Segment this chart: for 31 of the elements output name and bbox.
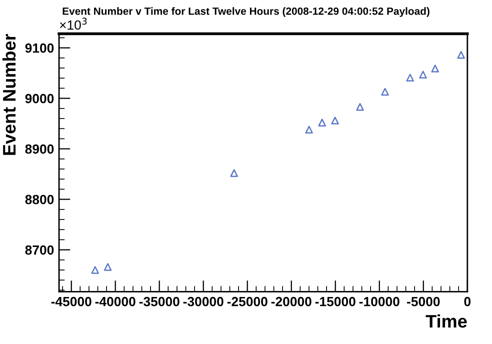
point [230,169,238,177]
point [305,126,313,134]
y-tick-label: 8700 [25,245,54,255]
x-tick-label: -20000 [271,296,312,306]
x-tick-label: -10000 [359,296,400,306]
y-tick-label: 9100 [25,43,54,53]
x-tick-label: -25000 [227,296,268,306]
x-tick-label: -30000 [183,296,224,306]
x-tick-label: -15000 [315,296,356,306]
x-tick-label: -40000 [95,296,136,306]
y-tick-label: 9000 [25,94,54,104]
text: ×10$^{3}$ [60,18,87,30]
y-tick-label: 8800 [25,194,54,204]
chart-title: Event Number v Time for Last Twelve Hours (2008-12-29 04:00:52 Payload) [62,7,430,17]
point [419,70,427,78]
point [381,88,389,96]
point [356,103,364,111]
x-tick-label: 0 [464,296,471,306]
x-tick-label: -35000 [139,296,180,306]
point [331,116,339,124]
x-tick-label: -45000 [51,296,92,306]
point [406,74,414,82]
y-axis-title: Event Number [2,34,16,155]
point [431,64,439,72]
point [318,118,326,126]
x-axis-title: Time [426,314,467,328]
y-tick-label: 8900 [25,144,54,154]
point [457,51,465,59]
point [104,263,112,271]
x-tick-label: -5000 [407,296,440,306]
point [91,266,100,274]
